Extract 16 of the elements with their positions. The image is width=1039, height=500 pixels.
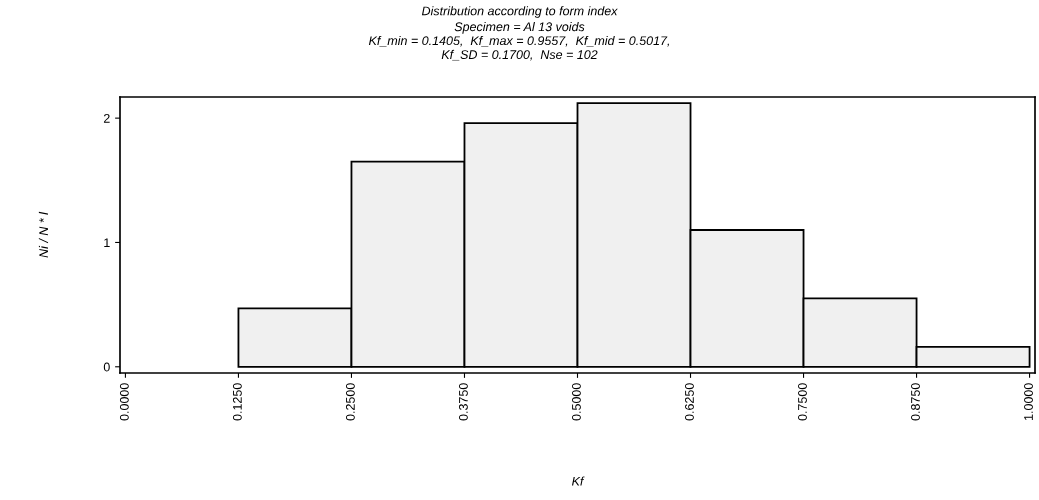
x-tick-label: 0.8750: [911, 383, 920, 421]
x-tick-label: 0.3750: [458, 383, 468, 421]
x-axis-title: Kf: [571, 476, 585, 486]
x-tick-label: 1.0000: [1024, 383, 1033, 420]
x-tick-label: 0.2500: [345, 383, 355, 421]
x-tick-label: 0.1250: [232, 383, 242, 421]
chart-subtitle: Specimen = Al 13 voids Kf_min = 0.1405, Kf_max = 0.9557, Kf_mid = 0.5017, Kf_SD = 0.1700, Nse = 102: [368, 22, 670, 61]
x-tick-label: 0.0000: [119, 383, 129, 421]
y-tick-label: 0: [103, 362, 110, 372]
chart-title: Distribution according to form index: [421, 6, 618, 18]
y-tick-label: 2: [103, 113, 110, 123]
y-axis-title: Ni / N * l: [38, 211, 49, 258]
x-tick-label: 0.7500: [798, 383, 807, 421]
x-tick-label: 0.5000: [572, 383, 581, 421]
x-tick-label: 0.6250: [685, 383, 694, 421]
y-tick-label: 1: [104, 238, 110, 247]
